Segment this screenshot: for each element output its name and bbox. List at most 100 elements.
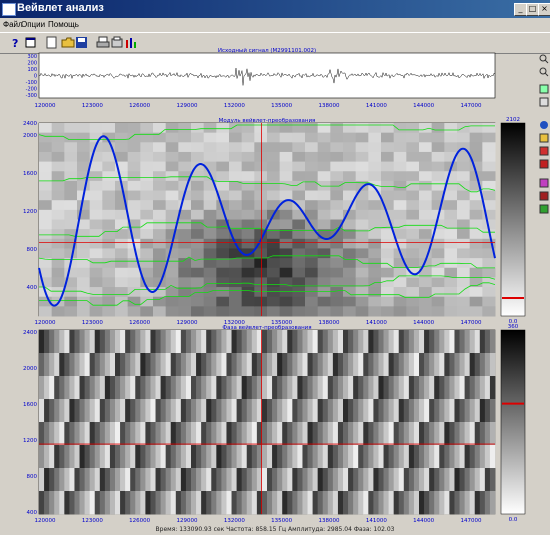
modulus-cell (444, 142, 458, 153)
phase-cell (474, 491, 481, 515)
modulus-cell (406, 306, 420, 317)
open-folder-icon[interactable] (61, 36, 75, 49)
tree-icon[interactable] (539, 178, 549, 188)
modulus-cell (178, 238, 192, 249)
modulus-cell (39, 277, 53, 288)
modulus-cell (305, 142, 319, 153)
modulus-cell (39, 258, 53, 269)
phase-cell (231, 422, 237, 446)
modulus-cell (140, 142, 154, 153)
phase-cell (39, 422, 45, 446)
modulus-cell (330, 296, 344, 307)
modulus-cell (469, 248, 483, 259)
modulus-cell (191, 171, 205, 182)
modulus-cell (203, 306, 217, 317)
phase-xtick: 135000 (271, 518, 292, 524)
phase-cell (454, 399, 460, 423)
modulus-cell (102, 209, 116, 220)
grid-icon[interactable] (539, 191, 549, 201)
phase-cell (297, 422, 303, 446)
phase-cell (429, 399, 435, 423)
menu-options[interactable]: Опции (21, 20, 46, 29)
modulus-cell (64, 267, 78, 278)
modulus-cell (469, 296, 483, 307)
menu-help[interactable]: Помощь (48, 20, 79, 29)
modulus-cell (51, 238, 65, 249)
modulus-cell (343, 248, 357, 259)
save-icon[interactable] (75, 36, 89, 49)
modulus-cell (355, 171, 369, 182)
modulus-cell (267, 161, 281, 172)
phase-cell (241, 376, 248, 400)
title-bar[interactable]: Вейвлет анализ _ □ × (0, 0, 550, 18)
modulus-cell (216, 277, 230, 288)
phase-cell (317, 330, 324, 354)
zoom-out-icon[interactable] (539, 67, 549, 77)
help-icon[interactable]: ? (10, 36, 24, 49)
phase-cell (398, 376, 405, 400)
phase-cell (479, 422, 486, 446)
modulus-cell (305, 267, 319, 278)
palette-icon[interactable] (539, 146, 549, 156)
close-button[interactable]: × (538, 3, 550, 16)
phase-cell (424, 445, 430, 469)
modulus-ytick: 800 (27, 247, 38, 253)
zoom-in-icon[interactable] (539, 54, 549, 64)
modulus-cell (127, 296, 141, 307)
new-file-icon[interactable] (45, 36, 59, 49)
modulus-cell (102, 267, 116, 278)
phase-cell (180, 422, 187, 446)
map-icon[interactable] (539, 159, 549, 169)
phase-cell (140, 399, 146, 423)
phase-cell (388, 330, 395, 354)
phase-cell (378, 376, 384, 400)
modulus-cell (153, 161, 167, 172)
phase-cell (160, 376, 167, 400)
modulus-cell (241, 219, 255, 230)
modulus-cell (267, 229, 281, 240)
phase-cell (434, 491, 440, 515)
modulus-cell (203, 200, 217, 211)
phase-cell (180, 330, 187, 354)
phase-cell (109, 399, 116, 423)
print-setup-icon[interactable] (110, 36, 124, 49)
modulus-cell (51, 200, 65, 211)
modulus-cell (102, 287, 116, 298)
chart-icon[interactable] (539, 133, 549, 143)
modulus-cell (140, 277, 154, 288)
open-window-icon[interactable] (24, 36, 38, 49)
plots-canvas[interactable]: Исходный сигнал (M2991101.002)3002001000… (8, 44, 536, 529)
modulus-cell (482, 287, 496, 298)
modulus-cell (406, 296, 420, 307)
menu-file[interactable]: Файл (3, 20, 23, 29)
globe-icon[interactable] (539, 120, 549, 130)
modulus-cell (393, 190, 407, 201)
phase-cell (484, 399, 491, 423)
phase-cell (383, 468, 389, 492)
refresh-icon[interactable] (539, 84, 549, 94)
phase-cell (312, 491, 319, 515)
phase-cell (464, 353, 471, 377)
phase-cell (332, 399, 339, 423)
phase-cell (444, 376, 450, 400)
phase-cell (206, 422, 212, 446)
equalizer-icon[interactable] (124, 36, 138, 49)
modulus-cell (469, 209, 483, 220)
modulus-cell (241, 161, 255, 172)
phase-cell (150, 422, 156, 446)
modulus-cell (39, 190, 53, 201)
print-icon[interactable] (96, 36, 110, 49)
settings-icon[interactable] (539, 204, 549, 214)
phase-cell (388, 468, 395, 492)
phase-cell (449, 353, 455, 377)
modulus-cell (229, 123, 243, 134)
list-icon[interactable] (539, 97, 549, 107)
phase-cell (104, 491, 111, 515)
modulus-cell (77, 277, 91, 288)
modulus-cell (381, 132, 395, 143)
phase-cell (378, 468, 384, 492)
phase-cell (89, 491, 96, 515)
phase-cell (419, 422, 425, 446)
phase-cell (408, 376, 415, 400)
phase-cell (398, 422, 405, 446)
